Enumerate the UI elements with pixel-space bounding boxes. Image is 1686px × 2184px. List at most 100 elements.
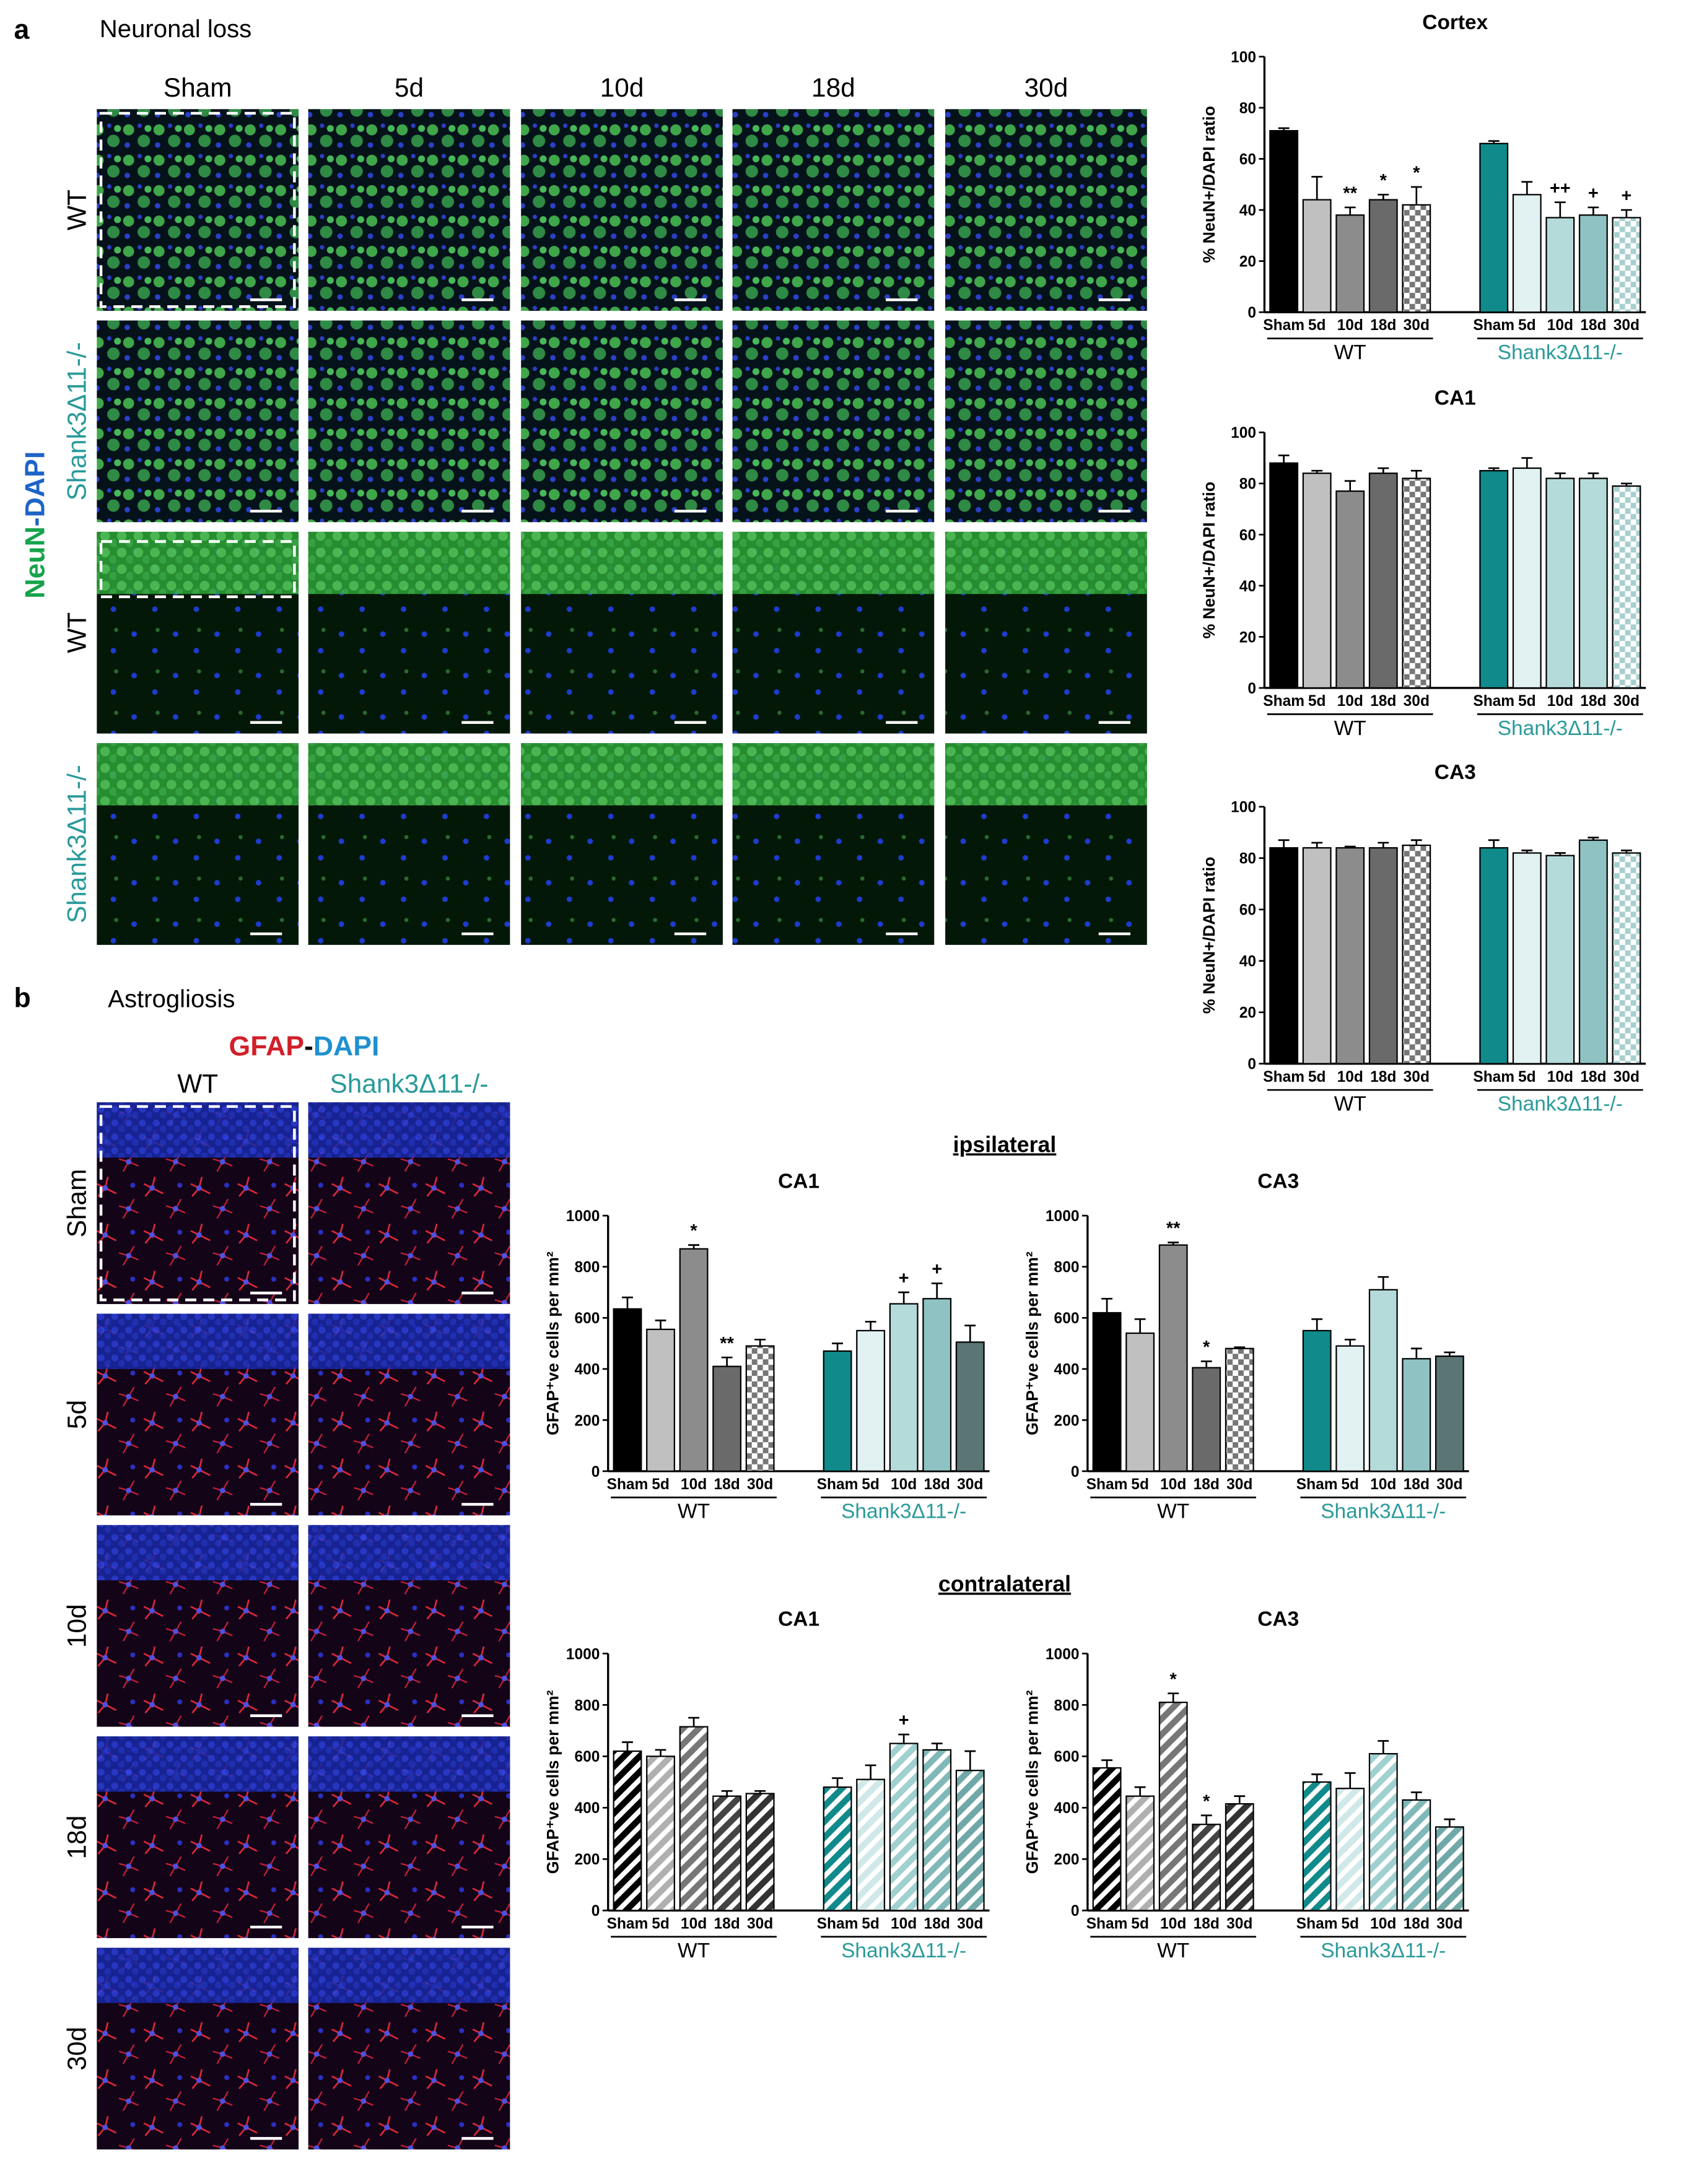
y-tick-label: 40 — [1239, 954, 1256, 970]
y-tick-label: 40 — [1239, 202, 1256, 219]
group-label: WT — [1334, 341, 1366, 364]
x-tick-label: 5d — [1308, 317, 1326, 334]
bar — [955, 1770, 985, 1912]
error-bar — [1410, 186, 1422, 205]
cell-layer — [308, 531, 510, 594]
error-bar — [688, 1716, 699, 1727]
error-bar — [1344, 480, 1356, 492]
x-tick-label: 18d — [1370, 317, 1396, 334]
error-bar — [1344, 1772, 1356, 1789]
bar — [1302, 1329, 1332, 1472]
stain-part: DAPI — [313, 1031, 380, 1061]
y-tick-label: 1000 — [1046, 1208, 1080, 1225]
group-label: Shank3Δ11-/- — [1498, 1093, 1623, 1116]
x-tick-label: Sham — [1473, 693, 1514, 710]
column-label: 30d — [1024, 73, 1068, 102]
row-label: Shank3Δ11-/- — [62, 765, 91, 923]
y-tick-label: 20 — [1239, 629, 1256, 646]
error-bar — [865, 1321, 876, 1331]
bar — [1335, 214, 1365, 313]
bar — [823, 1786, 852, 1912]
bar — [1512, 194, 1542, 313]
y-axis-label: % NeuN+/DAPI ratio — [1200, 482, 1218, 639]
bar — [1545, 217, 1575, 313]
bar — [1269, 130, 1299, 313]
error-bar — [931, 1282, 943, 1299]
cell-layer — [97, 1947, 299, 2003]
bar — [1435, 1355, 1464, 1472]
significance: + — [899, 1711, 909, 1731]
y-tick-label: 60 — [1239, 902, 1256, 919]
x-tick-label: 10d — [1337, 693, 1363, 710]
x-tick-label: 5d — [1131, 1476, 1149, 1493]
error-bar — [655, 1320, 666, 1329]
error-bar — [964, 1750, 976, 1771]
y-tick-label: 20 — [1239, 254, 1256, 271]
bar — [1125, 1795, 1155, 1912]
bar — [1092, 1767, 1122, 1912]
y-tick-label: 800 — [1054, 1259, 1080, 1276]
bar — [646, 1755, 675, 1912]
cell-layer — [945, 743, 1147, 806]
significance: + — [899, 1269, 909, 1289]
error-bar — [1444, 1818, 1456, 1827]
error-bar — [898, 1291, 910, 1304]
micrograph — [308, 320, 510, 523]
error-bar — [1101, 1297, 1113, 1313]
micrograph — [945, 109, 1147, 311]
bar — [1092, 1312, 1122, 1472]
x-tick-label: 30d — [1404, 1069, 1430, 1085]
error-bar — [1311, 842, 1323, 848]
x-tick-label: 5d — [862, 1476, 880, 1493]
y-tick-label: 80 — [1239, 476, 1256, 493]
x-tick-label: 18d — [1404, 1915, 1430, 1932]
y-tick-label: 200 — [1054, 1412, 1080, 1429]
error-bar — [832, 1342, 844, 1351]
error-bar — [1134, 1786, 1146, 1796]
stain-part: -DAPI — [20, 451, 51, 526]
error-bar — [898, 1733, 910, 1744]
cell-layer — [521, 743, 723, 806]
error-bar — [1410, 469, 1422, 479]
y-tick-label: 60 — [1239, 151, 1256, 168]
x-tick-label: Sham — [1473, 1069, 1514, 1085]
error-bar — [1620, 209, 1632, 218]
group-label: WT — [678, 1500, 710, 1523]
x-tick-label: 18d — [1370, 693, 1396, 710]
bar — [1125, 1332, 1155, 1472]
cell-layer — [521, 531, 723, 594]
error-bar — [721, 1356, 733, 1367]
stain-part: NeuN — [20, 526, 51, 599]
error-bar — [754, 1790, 766, 1794]
bar — [1335, 847, 1365, 1064]
error-bar — [1588, 206, 1599, 215]
significance: ++ — [1550, 178, 1571, 198]
y-tick-label: 0 — [592, 1464, 600, 1481]
y-tick-label: 400 — [574, 1362, 600, 1378]
cell-layer — [732, 531, 935, 594]
y-tick-label: 200 — [574, 1851, 600, 1868]
x-tick-label: Sham — [607, 1476, 649, 1493]
chart-title: CA1 — [778, 1608, 819, 1631]
error-bar — [1311, 176, 1323, 200]
x-tick-label: 18d — [1194, 1915, 1220, 1932]
column-label: Shank3Δ11-/- — [330, 1069, 489, 1099]
bar — [1512, 467, 1542, 689]
y-tick-label: 100 — [1231, 425, 1256, 442]
error-bar — [964, 1325, 976, 1342]
group-label: Shank3Δ11-/- — [841, 1500, 966, 1523]
x-tick-label: 18d — [1370, 1069, 1396, 1085]
bar — [1578, 214, 1608, 313]
error-bar — [832, 1777, 844, 1788]
group-label: WT — [1334, 717, 1366, 740]
y-tick-label: 1000 — [566, 1646, 600, 1663]
significance: + — [932, 1259, 942, 1279]
section-label: contralateral — [938, 1572, 1071, 1596]
bar — [1302, 847, 1332, 1064]
error-bar — [1168, 1242, 1179, 1245]
error-bar — [1521, 457, 1533, 469]
significance: * — [1413, 163, 1420, 183]
section-label: ipsilateral — [953, 1133, 1057, 1157]
bar — [1435, 1826, 1464, 1912]
y-tick-label: 80 — [1239, 851, 1256, 868]
